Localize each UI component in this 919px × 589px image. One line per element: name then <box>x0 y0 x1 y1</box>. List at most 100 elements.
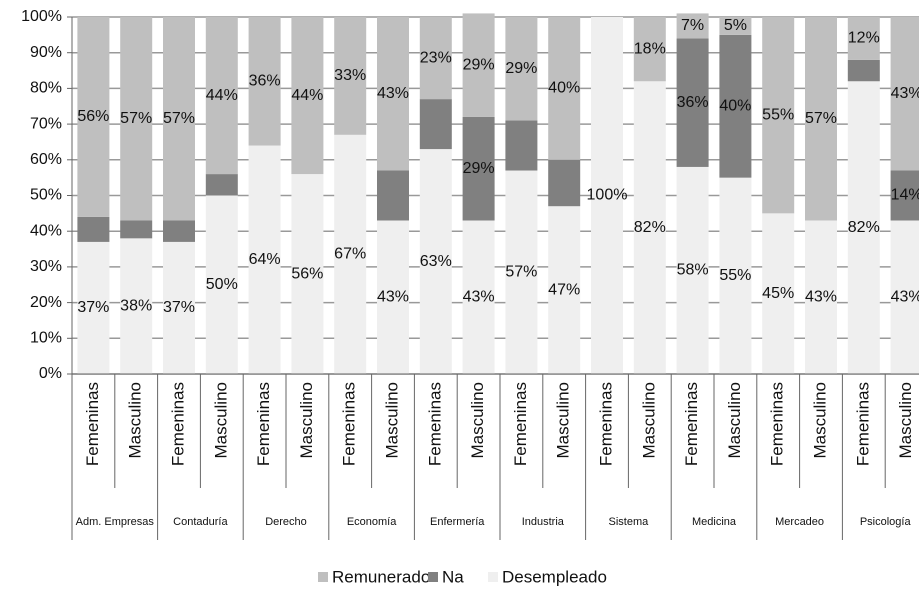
bar-segment <box>419 99 452 150</box>
x-tick-label: Femeninas <box>168 382 187 466</box>
x-tick-label: Masculino <box>126 382 145 459</box>
bar-segment <box>548 17 581 160</box>
bar-segment <box>120 17 153 221</box>
y-tick-label: 60% <box>30 151 62 168</box>
data-label: 55% <box>762 106 794 123</box>
x-tick-label: Masculino <box>896 382 915 459</box>
data-label: 43% <box>463 288 495 305</box>
data-label: 57% <box>505 263 537 280</box>
bar-segment <box>719 34 752 178</box>
x-tick-label: Femeninas <box>425 382 444 466</box>
x-tick-label: Masculino <box>639 382 658 459</box>
data-label: 100% <box>587 187 628 204</box>
data-label: 56% <box>77 108 109 125</box>
x-tick-label: Femeninas <box>853 382 872 466</box>
bar-segment <box>377 170 409 221</box>
data-label: 44% <box>291 87 323 104</box>
group-label: Enfermería <box>430 516 485 528</box>
bar-segment <box>77 17 110 217</box>
bar-segment <box>120 220 153 239</box>
data-label: 58% <box>677 262 709 279</box>
bar-segment <box>633 17 666 82</box>
bar-segment <box>377 17 409 171</box>
bar-segment <box>676 38 709 167</box>
bar-segment <box>291 174 324 374</box>
data-label: 29% <box>463 56 495 73</box>
group-label: Contaduría <box>173 516 228 528</box>
data-label: 55% <box>719 267 751 284</box>
bar-segment <box>334 134 367 374</box>
data-label: 63% <box>420 253 452 270</box>
bar-segment <box>890 17 919 171</box>
bar-segment <box>205 195 238 374</box>
legend-swatch <box>488 572 498 582</box>
data-label: 82% <box>634 219 666 236</box>
group-label: Adm. Empresas <box>76 516 155 528</box>
y-tick-label: 70% <box>30 115 62 132</box>
group-label: Psicología <box>860 516 912 528</box>
bar-segment <box>762 17 795 214</box>
bar-segment <box>719 17 752 35</box>
y-tick-label: 10% <box>30 330 62 347</box>
data-label: 18% <box>634 40 666 57</box>
y-tick-label: 50% <box>30 187 62 204</box>
y-tick-label: 80% <box>30 80 62 97</box>
data-label: 45% <box>762 285 794 302</box>
data-label: 37% <box>77 299 109 316</box>
x-tick-label: Femeninas <box>340 382 359 466</box>
data-label: 40% <box>719 97 751 114</box>
bar-segment <box>676 166 709 374</box>
bar-segment <box>163 241 195 374</box>
bar-segment <box>805 17 837 221</box>
y-tick-label: 0% <box>39 365 62 382</box>
data-label: 43% <box>891 288 919 305</box>
bar-segment <box>163 17 195 221</box>
bar-segment <box>676 13 709 39</box>
bar-segment <box>719 177 752 374</box>
group-label: Industria <box>522 516 565 528</box>
data-label: 57% <box>805 110 837 127</box>
bar-segment <box>77 216 110 242</box>
bar-segment <box>505 170 538 374</box>
data-label: 67% <box>334 246 366 263</box>
x-tick-label: Femeninas <box>254 382 273 466</box>
x-tick-label: Masculino <box>725 382 744 459</box>
bar-segment <box>462 13 495 117</box>
legend-label: Remunerado <box>332 567 430 586</box>
bar-segment <box>163 220 195 242</box>
bar-segment <box>548 206 581 374</box>
bar-segment <box>847 59 880 82</box>
data-label: 36% <box>677 94 709 111</box>
bar-segment <box>419 149 452 374</box>
x-tick-label: Masculino <box>297 382 316 459</box>
legend-label: Na <box>442 567 464 586</box>
x-tick-label: Masculino <box>554 382 573 459</box>
bar-segment <box>890 170 919 221</box>
bar-segment <box>334 17 367 135</box>
data-label: 23% <box>420 49 452 66</box>
x-tick-label: Masculino <box>810 382 829 459</box>
data-label: 44% <box>206 87 238 104</box>
bar-segment <box>847 17 880 60</box>
bar-segment <box>462 116 495 221</box>
x-tick-label: Femeninas <box>596 382 615 466</box>
data-label: 33% <box>334 67 366 84</box>
bar-segment <box>248 17 281 146</box>
data-label: 12% <box>848 30 880 47</box>
y-tick-label: 30% <box>30 258 62 275</box>
group-label: Medicina <box>692 516 737 528</box>
group-label: Economía <box>347 516 397 528</box>
legend-swatch <box>428 572 438 582</box>
group-label: Sistema <box>609 516 650 528</box>
data-label: 14% <box>891 187 919 204</box>
data-label: 56% <box>291 265 323 282</box>
data-label: 43% <box>805 288 837 305</box>
data-label: 5% <box>724 17 747 34</box>
legend-swatch <box>318 572 328 582</box>
bar-segment <box>419 17 452 100</box>
data-label: 36% <box>249 72 281 89</box>
x-tick-label: Femeninas <box>83 382 102 466</box>
x-tick-label: Femeninas <box>768 382 787 466</box>
y-tick-label: 100% <box>21 8 62 25</box>
